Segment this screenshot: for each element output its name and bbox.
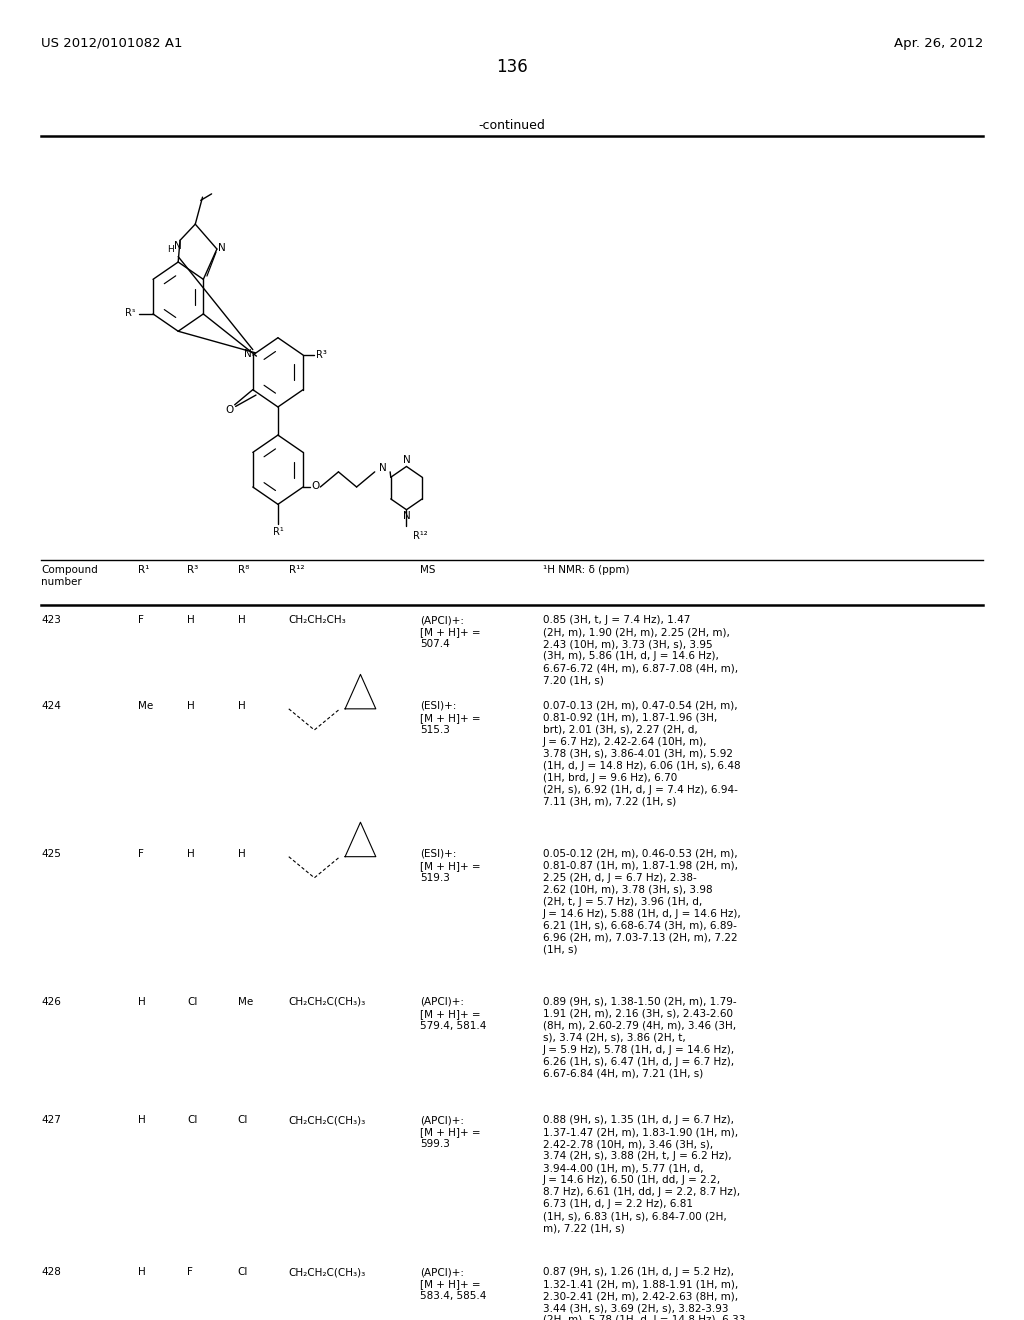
Text: Apr. 26, 2012: Apr. 26, 2012 <box>894 37 983 50</box>
Text: CH₂CH₂C(CH₃)₃: CH₂CH₂C(CH₃)₃ <box>289 1267 366 1278</box>
Text: 0.85 (3H, t, J = 7.4 Hz), 1.47
(2H, m), 1.90 (2H, m), 2.25 (2H, m),
2.43 (10H, m: 0.85 (3H, t, J = 7.4 Hz), 1.47 (2H, m), … <box>543 615 738 685</box>
Text: N: N <box>379 463 387 473</box>
Text: H: H <box>168 244 174 253</box>
Text: F: F <box>138 615 144 626</box>
Text: Cl: Cl <box>238 1267 248 1278</box>
Text: R¹²: R¹² <box>413 531 427 541</box>
Text: R³: R³ <box>315 350 327 360</box>
Text: R⁸: R⁸ <box>238 565 249 576</box>
Text: 426: 426 <box>41 997 60 1007</box>
Text: H: H <box>238 615 246 626</box>
Text: (ESI)+:
[M + H]+ =
515.3: (ESI)+: [M + H]+ = 515.3 <box>420 701 480 735</box>
Text: 427: 427 <box>41 1115 60 1126</box>
Text: 0.88 (9H, s), 1.35 (1H, d, J = 6.7 Hz),
1.37-1.47 (2H, m), 1.83-1.90 (1H, m),
2.: 0.88 (9H, s), 1.35 (1H, d, J = 6.7 Hz), … <box>543 1115 740 1233</box>
Text: H: H <box>187 849 196 859</box>
Text: (APCl)+:
[M + H]+ =
507.4: (APCl)+: [M + H]+ = 507.4 <box>420 615 480 649</box>
Text: Compound
number: Compound number <box>41 565 97 586</box>
Text: N: N <box>245 348 252 359</box>
Text: 0.07-0.13 (2H, m), 0.47-0.54 (2H, m),
0.81-0.92 (1H, m), 1.87-1.96 (3H,
brt), 2.: 0.07-0.13 (2H, m), 0.47-0.54 (2H, m), 0.… <box>543 701 740 807</box>
Text: H: H <box>187 615 196 626</box>
Text: H: H <box>138 1267 146 1278</box>
Text: H: H <box>138 997 146 1007</box>
Text: Me: Me <box>238 997 253 1007</box>
Text: 425: 425 <box>41 849 60 859</box>
Text: N: N <box>218 243 226 253</box>
Text: N: N <box>402 511 411 521</box>
Text: CH₂CH₂C(CH₃)₃: CH₂CH₂C(CH₃)₃ <box>289 997 366 1007</box>
Text: O: O <box>311 482 319 491</box>
Text: 428: 428 <box>41 1267 60 1278</box>
Text: O: O <box>225 405 233 416</box>
Text: H: H <box>187 701 196 711</box>
Text: 0.05-0.12 (2H, m), 0.46-0.53 (2H, m),
0.81-0.87 (1H, m), 1.87-1.98 (2H, m),
2.25: 0.05-0.12 (2H, m), 0.46-0.53 (2H, m), 0.… <box>543 849 741 954</box>
Text: R¹²: R¹² <box>289 565 304 576</box>
Text: Me: Me <box>138 701 154 711</box>
Text: H: H <box>238 849 246 859</box>
Text: R¹: R¹ <box>272 528 284 537</box>
Text: 0.87 (9H, s), 1.26 (1H, d, J = 5.2 Hz),
1.32-1.41 (2H, m), 1.88-1.91 (1H, m),
2.: 0.87 (9H, s), 1.26 (1H, d, J = 5.2 Hz), … <box>543 1267 745 1320</box>
Text: -continued: -continued <box>478 119 546 132</box>
Text: 0.89 (9H, s), 1.38-1.50 (2H, m), 1.79-
1.91 (2H, m), 2.16 (3H, s), 2.43-2.60
(8H: 0.89 (9H, s), 1.38-1.50 (2H, m), 1.79- 1… <box>543 997 736 1078</box>
Text: N: N <box>402 455 411 465</box>
Text: (APCl)+:
[M + H]+ =
599.3: (APCl)+: [M + H]+ = 599.3 <box>420 1115 480 1150</box>
Text: Cl: Cl <box>187 997 198 1007</box>
Text: (APCl)+:
[M + H]+ =
579.4, 581.4: (APCl)+: [M + H]+ = 579.4, 581.4 <box>420 997 486 1031</box>
Text: ¹H NMR: δ (ppm): ¹H NMR: δ (ppm) <box>543 565 629 576</box>
Text: 424: 424 <box>41 701 60 711</box>
Text: R¹: R¹ <box>138 565 150 576</box>
Text: Cl: Cl <box>187 1115 198 1126</box>
Text: 423: 423 <box>41 615 60 626</box>
Text: (ESI)+:
[M + H]+ =
519.3: (ESI)+: [M + H]+ = 519.3 <box>420 849 480 883</box>
Text: N: N <box>174 240 181 251</box>
Text: (APCl)+:
[M + H]+ =
583.4, 585.4: (APCl)+: [M + H]+ = 583.4, 585.4 <box>420 1267 486 1302</box>
Text: 136: 136 <box>496 58 528 77</box>
Text: CH₂CH₂CH₃: CH₂CH₂CH₃ <box>289 615 346 626</box>
Text: F: F <box>138 849 144 859</box>
Text: CH₂CH₂C(CH₃)₃: CH₂CH₂C(CH₃)₃ <box>289 1115 366 1126</box>
Text: R³: R³ <box>187 565 199 576</box>
Text: F: F <box>187 1267 194 1278</box>
Text: Cl: Cl <box>238 1115 248 1126</box>
Text: H: H <box>138 1115 146 1126</box>
Text: MS: MS <box>420 565 435 576</box>
Text: US 2012/0101082 A1: US 2012/0101082 A1 <box>41 37 182 50</box>
Text: H: H <box>238 701 246 711</box>
Text: Rˢ: Rˢ <box>125 308 135 318</box>
